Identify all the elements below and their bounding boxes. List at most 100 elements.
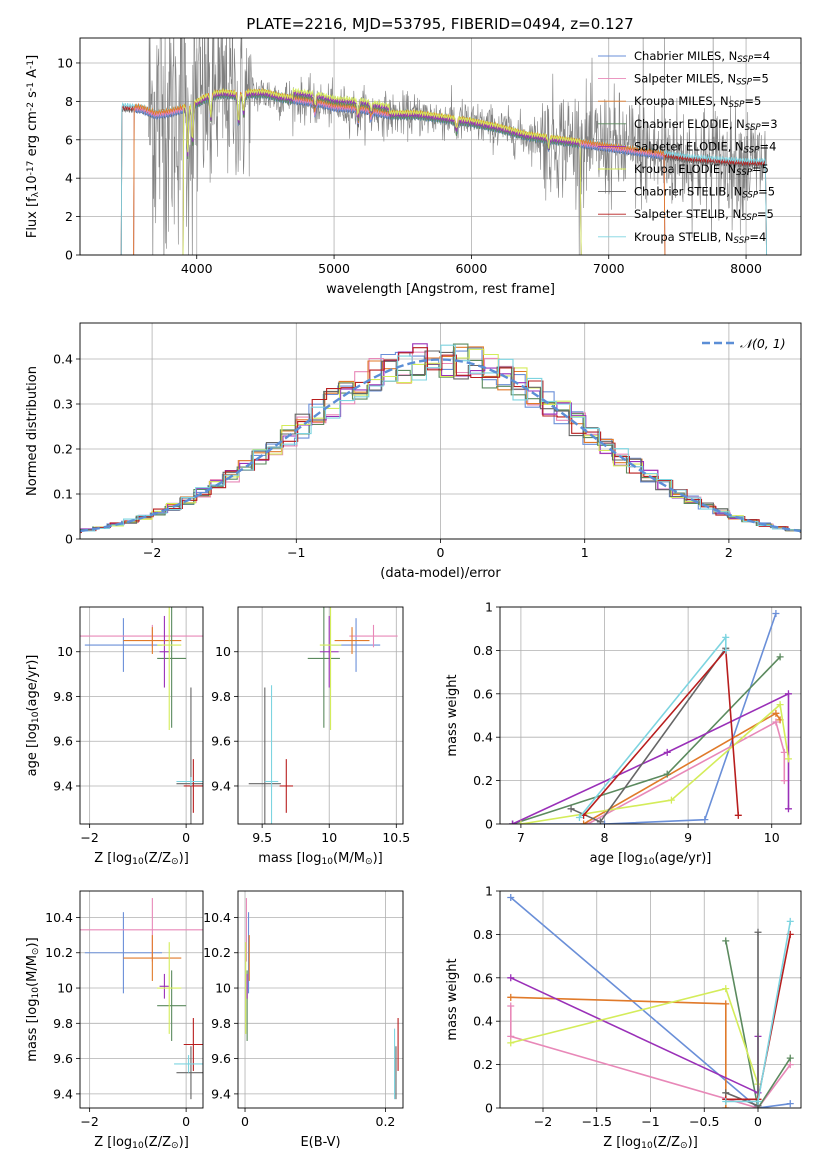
legend-label: Salpeter MILES, NSSP=5: [634, 72, 769, 88]
y-tick-label: 9.6: [211, 734, 231, 749]
panel-mass_vs_ebv: 0 0.2 9.4 9.6 9.8 10 10.2 10.4 E(B-V): [203, 890, 404, 1150]
y-tick-label: 1: [485, 884, 493, 899]
y-tick-label: 9.4: [53, 778, 73, 793]
axes-frame: [237, 890, 404, 1109]
label-text: mass [log: [258, 851, 321, 866]
x-axis-label: E(B-V): [300, 1135, 340, 1150]
x-tick-label: −0.5: [689, 1114, 719, 1129]
errorbar-point: [176, 777, 203, 786]
legend-subscript: SSP: [744, 146, 761, 156]
y-tick-label: 8: [65, 94, 73, 109]
weight-marker: [722, 646, 730, 654]
legend-label: Salpeter STELIB, NSSP=5: [634, 207, 774, 223]
weight-line: [512, 692, 790, 824]
weight-marker: [722, 1000, 730, 1008]
errorbar-point: [159, 973, 170, 999]
weight-marker: [580, 820, 588, 824]
legend-label: Chabrier STELIB, NSSP=5: [634, 185, 775, 201]
weight-line: [510, 1006, 791, 1108]
x-axis-label: mass [log10(M/M⊙)]: [258, 851, 382, 867]
y-axis-label: Normed distribution: [25, 366, 40, 496]
y-tick-label: 9.8: [53, 689, 73, 704]
weight-marker: [772, 709, 780, 717]
x-tick-label: 10.5: [382, 830, 410, 845]
y-tick-label: 10.2: [45, 945, 73, 960]
x-axis-label: age [log10(age/yr)]: [590, 851, 712, 867]
weight-series: [722, 917, 794, 1105]
label-text: E(B-V): [300, 1135, 340, 1150]
x-tick-label: 0.2: [376, 1114, 396, 1129]
x-tick-label: 0: [182, 830, 190, 845]
weight-marker: [663, 770, 671, 778]
y-tick-label: 0.2: [53, 442, 73, 457]
x-tick-label: −1.5: [582, 1114, 612, 1129]
errorbar-point: [159, 615, 170, 688]
weight-marker: [507, 1039, 515, 1047]
x-tick-label: −2: [80, 830, 98, 845]
weight-marker: [784, 805, 792, 813]
legend-text: Chabrier MILES, N: [634, 49, 737, 63]
plot-content: [245, 898, 399, 1100]
x-tick-label: 5000: [318, 261, 350, 276]
errorbar-point: [84, 618, 162, 672]
legend-text: Chabrier ELODIE, N: [634, 117, 745, 131]
legend-subscript: SSP: [736, 78, 753, 88]
y-tick-label: 0.8: [473, 643, 493, 658]
label-subscript: ⊙: [31, 947, 41, 955]
figure-title: PLATE=2216, MJD=53795, FIBERID=0494, z=0…: [246, 15, 633, 33]
label-superscript: -1: [26, 60, 36, 69]
weight-line: [520, 703, 790, 824]
label-text: (M/M: [333, 851, 365, 866]
y-tick-label: 0.6: [473, 970, 493, 985]
legend-text: Salpeter MILES, N: [634, 72, 736, 86]
errorbar-point: [157, 970, 187, 1041]
legend-tail: =4: [749, 230, 766, 244]
weight-marker: [507, 1032, 515, 1040]
x-tick-label: 2: [725, 545, 733, 560]
x-tick-label: −2: [534, 1114, 552, 1129]
plot-content: [80, 607, 203, 824]
label-text: age [log: [590, 851, 643, 866]
y-tick-label: 10.4: [203, 910, 231, 925]
y-axis-label: mass [log10(M/M⊙)]: [25, 937, 41, 1061]
legend-tail: =3: [761, 117, 778, 131]
x-tick-label: 10: [764, 830, 780, 845]
y-tick-label: 4: [65, 171, 73, 186]
weight-marker: [754, 1097, 762, 1105]
legend-text: Salpeter ELODIE, N: [634, 139, 744, 153]
label-text: mass [log: [25, 999, 40, 1062]
legend-tail: =4: [753, 49, 770, 63]
y-tick-label: 2: [65, 209, 73, 224]
x-tick-label: 4000: [181, 261, 213, 276]
spectrum-model-line: [182, 87, 582, 255]
label-text: A: [25, 69, 40, 82]
label-superscript: -17: [26, 160, 36, 175]
label-subscript: 10: [31, 987, 41, 999]
legend-text: Kroupa ELODIE, N: [634, 162, 736, 176]
plot-area: [80, 891, 203, 1108]
weight-marker: [786, 917, 794, 925]
x-tick-label: −2: [143, 545, 161, 560]
errorbar-point: [157, 607, 187, 728]
legend-text: Kroupa MILES, N: [634, 94, 729, 108]
weight-series: [509, 653, 784, 824]
weight-marker: [667, 796, 675, 804]
weight-marker: [772, 610, 780, 618]
errorbar-point: [319, 615, 339, 688]
legend-text: Kroupa STELIB, N: [634, 230, 734, 244]
weight-marker: [780, 777, 788, 785]
x-tick-label: 7: [517, 830, 525, 845]
y-tick-label: 0.6: [473, 686, 493, 701]
label-text: Flux [f: [25, 197, 40, 238]
label-text: )]: [179, 1135, 189, 1150]
label-text: )]: [373, 851, 383, 866]
plot-area: [80, 607, 203, 824]
axes-frame: [79, 606, 204, 825]
residual-legend: 𝒩(0, 1): [702, 336, 786, 351]
weight-marker: [507, 894, 515, 902]
weight-marker: [509, 820, 517, 824]
weight-series: [575, 633, 730, 821]
label-subscript: ⊙: [680, 1141, 688, 1151]
label-text: Z [log: [94, 851, 132, 866]
